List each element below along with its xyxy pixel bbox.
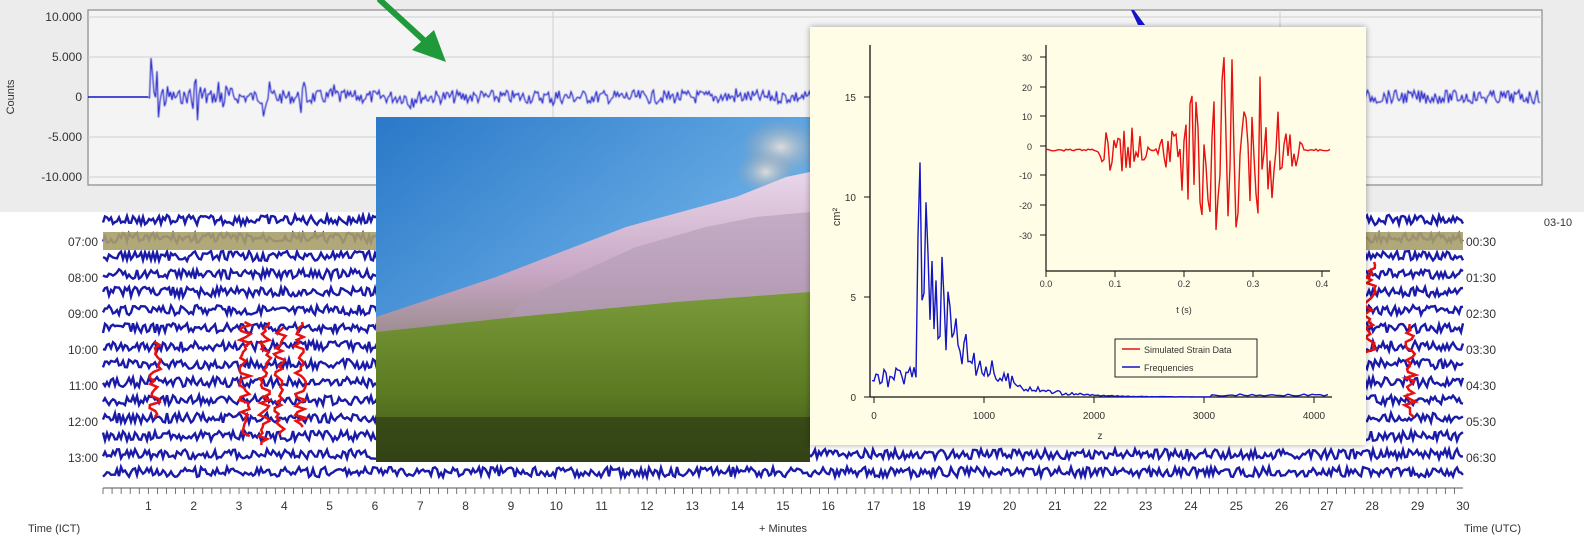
- minute-tick-label: 28: [1366, 499, 1380, 513]
- date-label: 03-10: [1544, 217, 1572, 229]
- inner-x-tick-4: 0.4: [1316, 279, 1329, 289]
- event-trace: [271, 326, 288, 436]
- inset-x-tick-0: 0: [871, 411, 877, 422]
- minute-tick-label: 29: [1411, 499, 1425, 513]
- minute-tick-label: 6: [372, 499, 379, 513]
- y-tick-5000: 5.000: [52, 50, 82, 64]
- minute-tick-label: 5: [326, 499, 333, 513]
- minute-tick-label: 24: [1184, 499, 1198, 513]
- inner-x-tick-1: 0.1: [1109, 279, 1122, 289]
- minute-tick-label: 20: [1003, 499, 1017, 513]
- minute-tick-label: 30: [1456, 499, 1470, 513]
- minute-tick-label: 9: [508, 499, 515, 513]
- inset-y-tick-15: 15: [845, 93, 857, 104]
- inset-x-label: z: [1098, 431, 1103, 442]
- minute-tick-label: 8: [462, 499, 469, 513]
- event-trace: [1401, 323, 1420, 418]
- minute-tick-label: 17: [867, 499, 881, 513]
- volcano-photo: [376, 117, 810, 462]
- inner-x-tick-3: 0.3: [1247, 279, 1260, 289]
- inner-y-tick-neg30: -30: [1019, 231, 1032, 241]
- y-axis-title: Counts: [5, 79, 17, 114]
- inner-y-tick-30: 30: [1022, 53, 1032, 63]
- inner-x-tick-2: 0.2: [1178, 279, 1191, 289]
- y-tick-10000: 10.000: [45, 10, 82, 24]
- left-time-1200: 12:00: [68, 415, 98, 429]
- inset-x-tick-4000: 4000: [1303, 411, 1326, 422]
- volcano-image: [376, 117, 810, 462]
- left-time-0800: 08:00: [68, 271, 98, 285]
- minute-tick-label: 26: [1275, 499, 1289, 513]
- inset-y-tick-10: 10: [845, 193, 857, 204]
- minute-tick-label: 21: [1048, 499, 1062, 513]
- event-trace: [256, 321, 273, 446]
- right-time-0130: 01:30: [1466, 271, 1496, 285]
- frequency-trace: [871, 162, 1329, 398]
- inset-x-tick-2000: 2000: [1083, 411, 1106, 422]
- minute-tick-label: 10: [550, 499, 564, 513]
- inset-y-label: cm²: [831, 208, 843, 227]
- legend-frequencies: Frequencies: [1144, 363, 1194, 373]
- right-axis-title: Time (UTC): [1464, 523, 1521, 535]
- right-time-0530: 05:30: [1466, 415, 1496, 429]
- minute-tick-label: 11: [595, 499, 608, 513]
- minute-tick-label: 4: [281, 499, 288, 513]
- y-tick-neg-5000: -5.000: [48, 130, 82, 144]
- minute-tick-label: 1: [145, 499, 152, 513]
- inset-chart: 15 10 5 0 cm² 0 1000 2000 3000 4000 z 30…: [831, 45, 1332, 442]
- minute-tick-label: 18: [912, 499, 926, 513]
- inner-x-tick-0: 0.0: [1040, 279, 1053, 289]
- inner-y-tick-neg20: -20: [1019, 201, 1032, 211]
- inner-x-label: t (s): [1176, 305, 1192, 315]
- inner-y-tick-10: 10: [1022, 112, 1032, 122]
- y-tick-neg-10000: -10.000: [41, 170, 82, 184]
- minute-tick-label: 15: [776, 499, 790, 513]
- x-axis-title: + Minutes: [759, 523, 807, 535]
- inset-chart-panel: 15 10 5 0 cm² 0 1000 2000 3000 4000 z 30…: [810, 27, 1366, 445]
- event-trace: [236, 320, 255, 438]
- minute-tick-label: 7: [417, 499, 424, 513]
- left-axis-title: Time (ICT): [28, 523, 80, 535]
- inset-y-tick-0: 0: [850, 393, 856, 404]
- minute-tick-label: 12: [640, 499, 654, 513]
- strain-trace: [1045, 57, 1331, 230]
- minute-tick-label: 22: [1094, 499, 1108, 513]
- event-trace: [148, 340, 163, 418]
- inner-y-tick-20: 20: [1022, 83, 1032, 93]
- left-time-1300: 13:00: [68, 451, 98, 465]
- right-time-0030: 00:30: [1466, 235, 1496, 249]
- inner-y-tick-0: 0: [1027, 142, 1032, 152]
- left-time-0700: 07:00: [68, 235, 98, 249]
- right-time-0230: 02:30: [1466, 307, 1496, 321]
- minute-tick-label: 19: [958, 499, 972, 513]
- event-trace: [291, 321, 311, 428]
- right-time-0430: 04:30: [1466, 379, 1496, 393]
- minute-tick-label: 16: [822, 499, 836, 513]
- right-time-0330: 03:30: [1466, 343, 1496, 357]
- right-time-0630: 06:30: [1466, 451, 1496, 465]
- helicorder-row: [102, 462, 1464, 482]
- left-time-0900: 09:00: [68, 307, 98, 321]
- arrow-icon: [377, 0, 446, 62]
- inset-y-tick-5: 5: [850, 293, 856, 304]
- y-tick-0: 0: [75, 90, 82, 104]
- inset-legend: Simulated Strain Data Frequencies: [1114, 338, 1258, 378]
- left-time-1000: 10:00: [68, 343, 98, 357]
- minute-tick-label: 13: [686, 499, 700, 513]
- inset-x-tick-3000: 3000: [1193, 411, 1216, 422]
- minute-tick-label: 3: [236, 499, 243, 513]
- minute-tick-label: 23: [1139, 499, 1153, 513]
- inner-y-tick-neg10: -10: [1019, 171, 1032, 181]
- minute-tick-label: 27: [1320, 499, 1334, 513]
- inset-x-tick-1000: 1000: [973, 411, 996, 422]
- minute-tick-label: 2: [190, 499, 197, 513]
- minute-tick-label: 14: [731, 499, 745, 513]
- legend-strain: Simulated Strain Data: [1144, 345, 1232, 355]
- minute-tick-label: 25: [1230, 499, 1244, 513]
- left-time-1100: 11:00: [69, 379, 98, 393]
